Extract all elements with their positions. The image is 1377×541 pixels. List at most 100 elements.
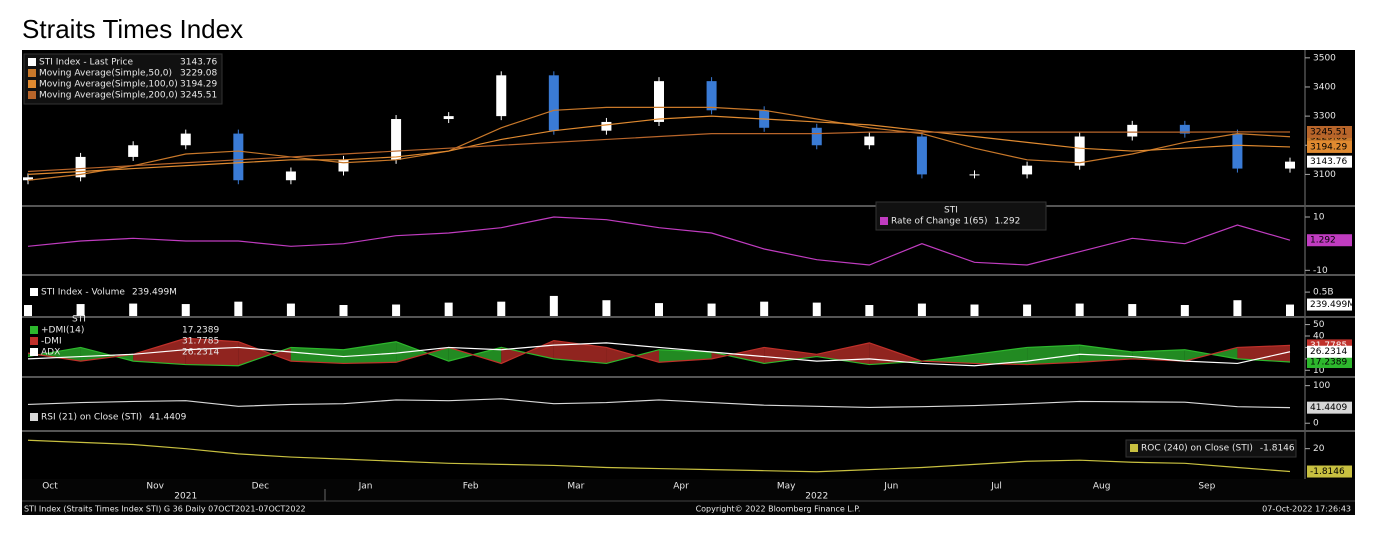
legend-label: ROC (240) on Close (STI) xyxy=(1141,444,1253,454)
legend-value: 3194.29 xyxy=(180,80,217,90)
last-value-label: 3194.29 xyxy=(1310,142,1347,152)
candle-body xyxy=(916,136,927,175)
volume-bar xyxy=(1128,304,1137,316)
volume-bar xyxy=(444,302,453,316)
series-line xyxy=(27,341,1291,367)
series-line xyxy=(27,342,1291,367)
volume-bar xyxy=(1075,303,1084,316)
footer-right: 07-Oct-2022 17:26:43 xyxy=(1262,505,1351,514)
volume-bar xyxy=(76,304,85,316)
legend-label: Moving Average(Simple,100,0) xyxy=(39,80,178,90)
last-value-box xyxy=(1307,140,1352,153)
legend-box xyxy=(23,53,223,105)
x-tick-label: Nov xyxy=(146,482,164,492)
last-value-label: 3245.51 xyxy=(1310,127,1347,137)
legend-label: ADX xyxy=(41,348,60,358)
candle-body xyxy=(180,133,191,146)
candle-body xyxy=(496,75,507,117)
legend-swatch xyxy=(30,326,38,334)
candle-body xyxy=(128,145,139,157)
dmi-fill xyxy=(974,347,1028,365)
volume-bar xyxy=(129,303,138,316)
footer-center: Copyright© 2022 Bloomberg Finance L.P. xyxy=(696,505,861,514)
candle-body xyxy=(443,116,454,120)
volume-bar xyxy=(602,300,611,316)
dmi-fill xyxy=(869,342,922,365)
y-tick-label: 50 xyxy=(1313,320,1325,330)
x-tick-label: Oct xyxy=(42,482,58,492)
volume-bar xyxy=(917,303,926,316)
candle-body xyxy=(1285,161,1295,169)
legend-title: STI xyxy=(72,315,86,325)
x-tick-label: Apr xyxy=(673,482,689,492)
y-tick-label: 100 xyxy=(1313,381,1330,391)
legend-label: Moving Average(Simple,50,0) xyxy=(39,69,172,79)
volume-bar xyxy=(286,303,295,316)
legend-box xyxy=(1125,439,1297,458)
volume-bar xyxy=(497,301,506,316)
x-tick-label: Jan xyxy=(358,482,373,492)
dmi-fill xyxy=(343,341,397,364)
x-tick-label: May xyxy=(777,482,796,492)
legend-value: 41.4409 xyxy=(149,413,186,423)
candle-body xyxy=(1074,136,1085,166)
candle-body xyxy=(969,174,980,176)
candle-body xyxy=(23,177,33,181)
series-line xyxy=(27,106,1291,181)
legend-swatch xyxy=(28,91,36,99)
legend-value: 3229.08 xyxy=(180,69,217,79)
y-tick-label: 3400 xyxy=(1313,82,1336,92)
volume-bar xyxy=(865,305,874,316)
volume-bar xyxy=(760,301,769,316)
y-tick-label: 40 xyxy=(1313,332,1325,342)
volume-bar xyxy=(812,302,821,316)
legend-value: -1.8146 xyxy=(1260,444,1295,454)
last-value-box xyxy=(1307,298,1352,311)
candle-body xyxy=(654,81,664,122)
legend-label: Rate of Change 1(65) xyxy=(891,217,988,227)
y-tick-label: 10 xyxy=(1313,213,1325,223)
candle-body xyxy=(1127,124,1138,137)
volume-bar xyxy=(1233,300,1242,316)
candle-body xyxy=(1179,124,1190,134)
series-line xyxy=(27,398,1291,409)
last-value-label: 239.499M xyxy=(1310,300,1355,310)
volume-bar xyxy=(234,301,243,316)
y-tick-label: 3300 xyxy=(1313,112,1336,122)
x-tick-label: Sep xyxy=(1198,482,1215,492)
dmi-fill xyxy=(1079,345,1133,363)
legend-label: -DMI xyxy=(41,337,62,347)
year-label: 2021 xyxy=(174,492,197,502)
legend-swatch xyxy=(28,69,36,77)
dmi-fill xyxy=(1237,345,1290,363)
last-value-label: 1.292 xyxy=(1310,236,1336,246)
footer-left: STI Index (Straits Times Index STI) G 36… xyxy=(24,505,306,514)
x-tick-label: Feb xyxy=(463,482,479,492)
candle-body xyxy=(233,133,244,181)
legend-label: STI Index - Last Price xyxy=(39,58,133,68)
legend-swatch xyxy=(880,217,888,225)
legend-swatch xyxy=(1130,444,1138,452)
legend-label: Moving Average(Simple,200,0) xyxy=(39,91,178,101)
candle-body xyxy=(338,159,349,172)
dmi-fill xyxy=(290,347,344,364)
legend-value: 3245.51 xyxy=(180,91,217,101)
dmi-fill xyxy=(185,338,239,366)
last-value-box xyxy=(1307,401,1352,414)
legend-label: RSI (21) on Close (STI) xyxy=(41,413,142,423)
dmi-fill xyxy=(238,341,291,366)
legend-box xyxy=(875,201,1047,231)
x-axis-background xyxy=(22,479,1355,515)
y-tick-label: 0.5B xyxy=(1313,288,1334,298)
candle-body xyxy=(391,119,402,160)
legend-swatch xyxy=(30,337,38,345)
legend-value: 26.2314 xyxy=(182,348,219,358)
y-tick-label: -10 xyxy=(1313,266,1328,276)
dmi-fill xyxy=(501,340,554,364)
volume-bar xyxy=(1023,304,1032,316)
x-tick-label: Aug xyxy=(1093,482,1111,492)
last-value-box xyxy=(1307,155,1352,168)
series-line xyxy=(27,439,1291,473)
x-tick-label: Dec xyxy=(252,482,269,492)
x-tick-label: Jun xyxy=(883,482,898,492)
